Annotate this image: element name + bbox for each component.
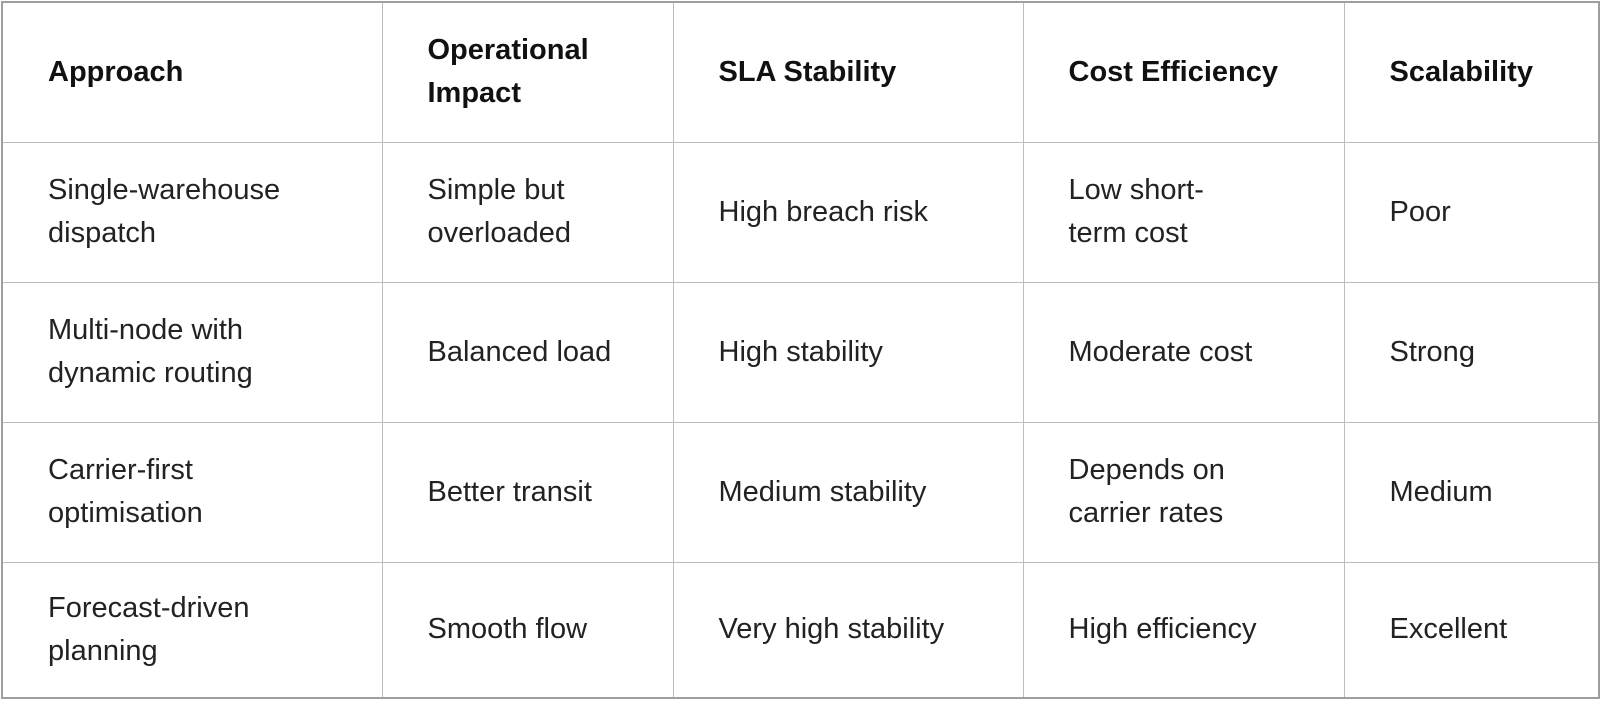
table-cell: Balanced load [381, 281, 674, 423]
table-cell: High breach risk [672, 141, 1024, 283]
header-cell-approach: Approach [1, 1, 383, 143]
table-row: Single-warehouse dispatch Simple but ove… [1, 141, 1600, 283]
table-cell: Medium stability [672, 421, 1024, 563]
table-cell: Forecast-driven planning [1, 561, 383, 699]
table-row: Forecast-driven planning Smooth flow Ver… [1, 561, 1600, 699]
table-cell: Low short- term cost [1022, 141, 1345, 283]
table-cell: Depends on carrier rates [1022, 421, 1345, 563]
table-cell: Moderate cost [1022, 281, 1345, 423]
table-row: Carrier-first optimisation Better transi… [1, 421, 1600, 563]
table-cell: Carrier-first optimisation [1, 421, 383, 563]
table-cell: Simple but overloaded [381, 141, 674, 283]
table-cell: Very high stability [672, 561, 1024, 699]
header-cell-sla-stability: SLA Stability [672, 1, 1024, 143]
header-cell-operational-impact: Operational Impact [381, 1, 674, 143]
table-cell: Better transit [381, 421, 674, 563]
table-cell: Multi-node with dynamic routing [1, 281, 383, 423]
table-cell: Smooth flow [381, 561, 674, 699]
table-cell: High stability [672, 281, 1024, 423]
table-row: Multi-node with dynamic routing Balanced… [1, 281, 1600, 423]
table-cell: High efficiency [1022, 561, 1345, 699]
table-cell: Poor [1343, 141, 1600, 283]
header-cell-scalability: Scalability [1343, 1, 1600, 143]
header-cell-cost-efficiency: Cost Efficiency [1022, 1, 1345, 143]
table-cell: Medium [1343, 421, 1600, 563]
header-row: Approach Operational Impact SLA Stabilit… [1, 1, 1600, 143]
table-cell: Strong [1343, 281, 1600, 423]
table-cell: Excellent [1343, 561, 1600, 699]
table-cell: Single-warehouse dispatch [1, 141, 383, 283]
